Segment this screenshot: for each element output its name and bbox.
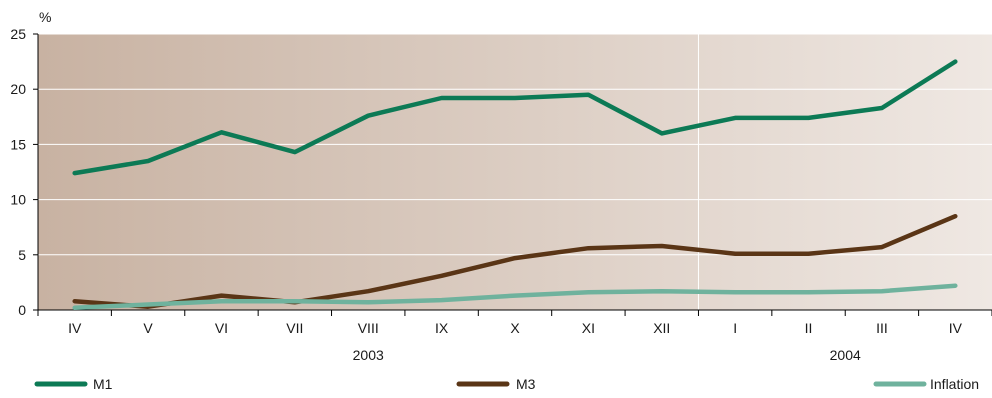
point-m3-4 xyxy=(367,290,369,292)
point-m1-9 xyxy=(734,117,736,119)
series-lines xyxy=(72,59,958,311)
year-label-1: 2004 xyxy=(830,347,861,363)
point-inflation-3 xyxy=(294,300,296,302)
x-tick-label-0: IV xyxy=(68,320,82,336)
legend-label-m1: M1 xyxy=(93,376,113,392)
point-inflation-7 xyxy=(587,291,589,293)
point-m1-11 xyxy=(881,107,883,109)
legend: M1 M3 Inflation xyxy=(34,376,979,392)
point-m1-7 xyxy=(587,94,589,96)
point-m1-2 xyxy=(220,131,222,133)
point-m1-5 xyxy=(441,97,443,99)
point-m3-10 xyxy=(808,253,810,255)
point-inflation-4 xyxy=(367,301,369,303)
x-tick-label-10: II xyxy=(805,320,813,336)
point-m3-6 xyxy=(514,257,516,259)
y-tick-label-10: 10 xyxy=(10,192,26,208)
point-inflation-0 xyxy=(74,307,76,309)
y-tick-label-25: 25 xyxy=(10,26,26,42)
y-tick-label-20: 20 xyxy=(10,81,26,97)
point-m1-6 xyxy=(514,97,516,99)
point-m3-8 xyxy=(661,245,663,247)
x-tick-label-7: XI xyxy=(582,320,595,336)
x-tick-label-1: V xyxy=(143,320,153,336)
point-inflation-1 xyxy=(147,303,149,305)
point-m3-5 xyxy=(441,275,443,277)
point-m3-7 xyxy=(587,247,589,249)
y-axis-unit-label: % xyxy=(39,9,51,25)
point-m1-3 xyxy=(294,151,296,153)
point-m3-0 xyxy=(74,300,76,302)
point-inflation-11 xyxy=(881,290,883,292)
x-tick-label-4: VIII xyxy=(358,320,379,336)
x-tick-label-5: IX xyxy=(435,320,449,336)
x-tick-label-12: IV xyxy=(949,320,963,336)
point-m1-1 xyxy=(147,160,149,162)
grid-lines xyxy=(38,33,992,310)
point-m1-0 xyxy=(74,172,76,174)
y-tick-label-5: 5 xyxy=(18,247,26,263)
point-m3-2 xyxy=(220,295,222,297)
x-tick-label-11: III xyxy=(876,320,888,336)
legend-label-m3: M3 xyxy=(516,376,536,392)
y-tick-label-0: 0 xyxy=(18,302,26,318)
point-inflation-9 xyxy=(734,291,736,293)
point-m1-8 xyxy=(661,132,663,134)
year-label-0: 2003 xyxy=(353,347,384,363)
point-inflation-6 xyxy=(514,295,516,297)
point-m3-9 xyxy=(734,253,736,255)
point-m1-12 xyxy=(954,61,956,63)
point-m3-11 xyxy=(881,246,883,248)
point-m1-10 xyxy=(808,117,810,119)
x-tick-label-6: X xyxy=(510,320,520,336)
plot-background xyxy=(38,34,992,310)
point-m1-4 xyxy=(367,115,369,117)
point-inflation-5 xyxy=(441,299,443,301)
x-tick-label-3: VII xyxy=(286,320,303,336)
y-tick-label-15: 15 xyxy=(10,136,26,152)
x-tick-label-8: XII xyxy=(653,320,670,336)
x-tick-label-9: I xyxy=(733,320,737,336)
point-inflation-2 xyxy=(220,300,222,302)
point-inflation-12 xyxy=(954,285,956,287)
point-m3-12 xyxy=(954,215,956,217)
point-inflation-8 xyxy=(661,290,663,292)
x-tick-label-2: VI xyxy=(215,320,228,336)
axes xyxy=(33,33,992,316)
legend-label-inflation: Inflation xyxy=(930,376,979,392)
point-inflation-10 xyxy=(808,291,810,293)
